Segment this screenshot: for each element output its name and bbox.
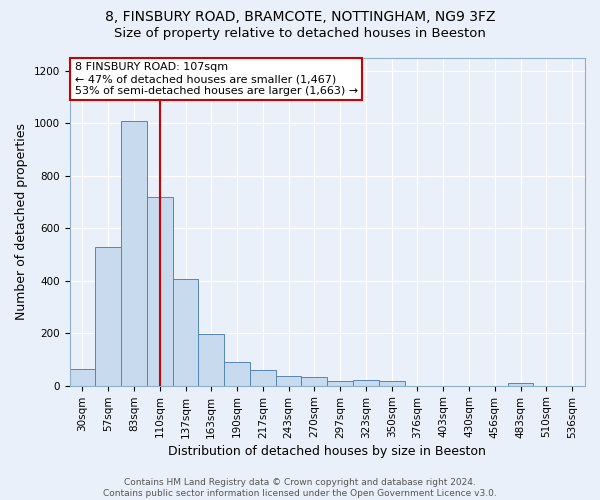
- Bar: [121, 120, 147, 386]
- Bar: [301, 377, 327, 386]
- Bar: [147, 196, 173, 386]
- Bar: [173, 280, 199, 386]
- Text: Size of property relative to detached houses in Beeston: Size of property relative to detached ho…: [114, 28, 486, 40]
- Bar: [379, 381, 404, 386]
- Text: Contains HM Land Registry data © Crown copyright and database right 2024.
Contai: Contains HM Land Registry data © Crown c…: [103, 478, 497, 498]
- Text: 8, FINSBURY ROAD, BRAMCOTE, NOTTINGHAM, NG9 3FZ: 8, FINSBURY ROAD, BRAMCOTE, NOTTINGHAM, …: [105, 10, 495, 24]
- Text: 8 FINSBURY ROAD: 107sqm
← 47% of detached houses are smaller (1,467)
53% of semi: 8 FINSBURY ROAD: 107sqm ← 47% of detache…: [74, 62, 358, 96]
- Bar: [353, 380, 379, 386]
- Bar: [508, 383, 533, 386]
- Bar: [224, 362, 250, 386]
- Bar: [250, 370, 276, 386]
- Y-axis label: Number of detached properties: Number of detached properties: [15, 123, 28, 320]
- Bar: [95, 246, 121, 386]
- Bar: [199, 334, 224, 386]
- X-axis label: Distribution of detached houses by size in Beeston: Distribution of detached houses by size …: [169, 444, 486, 458]
- Bar: [70, 368, 95, 386]
- Bar: [327, 381, 353, 386]
- Bar: [276, 376, 301, 386]
